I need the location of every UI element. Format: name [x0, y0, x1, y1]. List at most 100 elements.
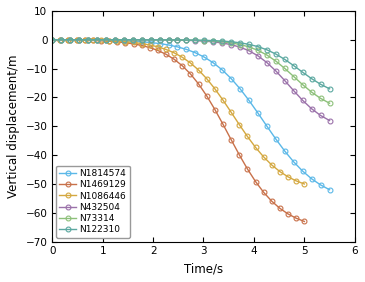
N1086446 [50, 38, 54, 41]
N1086446 [229, 111, 233, 114]
N122310 [77, 38, 81, 41]
N432504 [193, 39, 197, 42]
N73314 [139, 38, 144, 41]
N73314 [327, 102, 332, 105]
N1086446 [204, 77, 209, 80]
N122310 [139, 38, 144, 41]
N1086446 [278, 170, 282, 173]
N122310 [300, 70, 305, 74]
N432504 [86, 38, 90, 41]
N1469129 [261, 191, 266, 194]
N432504 [50, 38, 54, 41]
N73314 [68, 38, 72, 41]
N1469129 [221, 123, 225, 126]
N1814574 [265, 125, 269, 128]
N1469129 [286, 212, 290, 216]
N1814574 [292, 160, 296, 164]
Line: N1469129: N1469129 [50, 37, 307, 224]
N73314 [131, 38, 135, 41]
N1469129 [213, 108, 217, 111]
N122310 [184, 38, 189, 42]
N73314 [211, 39, 215, 43]
N1814574 [113, 39, 117, 42]
N1469129 [107, 39, 111, 43]
N1814574 [59, 38, 64, 41]
N73314 [318, 97, 323, 100]
N1086446 [221, 98, 225, 102]
N1469129 [294, 217, 298, 220]
N122310 [50, 38, 54, 41]
N1086446 [253, 146, 258, 149]
N73314 [238, 43, 242, 46]
N1814574 [211, 61, 215, 65]
N122310 [318, 83, 323, 86]
N1469129 [302, 220, 307, 223]
N73314 [265, 53, 269, 57]
N73314 [283, 67, 287, 70]
N1086446 [131, 41, 136, 44]
N73314 [149, 38, 153, 41]
N73314 [50, 38, 54, 41]
N1469129 [123, 41, 128, 45]
N1469129 [172, 58, 176, 61]
N1814574 [238, 87, 242, 91]
N122310 [95, 38, 99, 41]
N432504 [310, 107, 314, 111]
N432504 [139, 38, 144, 41]
N73314 [256, 49, 260, 52]
Line: N73314: N73314 [50, 37, 332, 106]
N1086446 [99, 39, 103, 42]
N73314 [122, 38, 126, 41]
N73314 [113, 38, 117, 41]
N1814574 [149, 41, 153, 44]
N432504 [211, 40, 215, 43]
N1086446 [82, 38, 87, 42]
N73314 [247, 45, 251, 49]
N1814574 [68, 38, 72, 41]
N1814574 [318, 183, 323, 187]
N73314 [220, 40, 224, 43]
N122310 [310, 77, 314, 80]
N1086446 [270, 163, 274, 167]
N122310 [59, 38, 64, 41]
N122310 [247, 43, 251, 46]
N432504 [104, 38, 108, 41]
N1469129 [131, 42, 136, 46]
N122310 [193, 38, 197, 42]
N1086446 [180, 56, 185, 59]
N73314 [193, 39, 197, 42]
N1086446 [74, 38, 79, 42]
N1469129 [50, 38, 54, 41]
N432504 [327, 119, 332, 122]
N1469129 [58, 38, 62, 41]
N73314 [310, 91, 314, 94]
N73314 [77, 38, 81, 41]
N1469129 [156, 49, 160, 52]
N432504 [283, 79, 287, 82]
N122310 [122, 38, 126, 41]
N432504 [131, 38, 135, 41]
N1086446 [188, 61, 193, 65]
N1814574 [202, 56, 207, 59]
N122310 [229, 40, 233, 43]
N1814574 [310, 177, 314, 180]
N73314 [292, 75, 296, 78]
N1469129 [188, 72, 193, 76]
N1469129 [237, 153, 242, 157]
N432504 [95, 38, 99, 41]
N73314 [175, 38, 180, 42]
N1814574 [122, 39, 126, 43]
N122310 [131, 38, 135, 41]
N1086446 [123, 40, 128, 43]
N1086446 [66, 38, 71, 41]
Legend: N1814574, N1469129, N1086446, N432504, N73314, N122310: N1814574, N1469129, N1086446, N432504, N… [56, 166, 130, 238]
N1814574 [184, 48, 189, 51]
N432504 [318, 114, 323, 117]
N73314 [157, 38, 162, 41]
Line: N432504: N432504 [50, 37, 332, 123]
N432504 [265, 61, 269, 64]
N1086446 [302, 182, 307, 186]
N122310 [166, 38, 171, 41]
N122310 [211, 39, 215, 42]
Line: N122310: N122310 [50, 37, 332, 91]
